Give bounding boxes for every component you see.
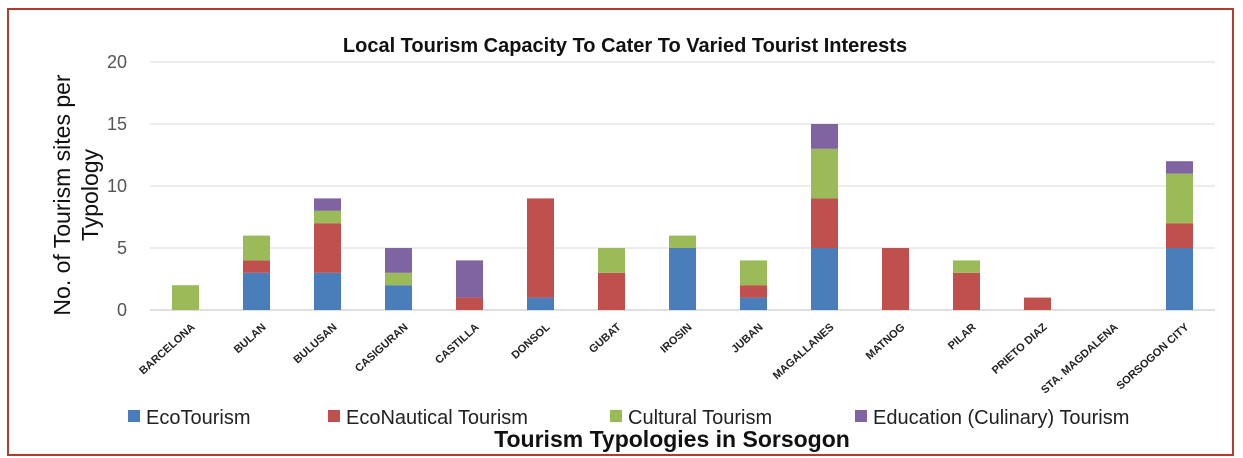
bar-segment: [882, 248, 909, 310]
x-axis-title: Tourism Typologies in Sorsogon: [494, 426, 850, 452]
bar-segment: [1166, 161, 1193, 174]
bar-segment: [527, 198, 554, 298]
bar-segment: [598, 248, 625, 273]
bar-segment: [314, 210, 341, 224]
bar-segment: [385, 272, 412, 286]
x-tick-label: IROSIN: [658, 321, 694, 355]
chart-title: Local Tourism Capacity To Cater To Varie…: [343, 35, 907, 57]
y-tick-label: 15: [107, 114, 127, 134]
bar-segment: [385, 285, 412, 310]
legend-label: Cultural Tourism: [628, 407, 772, 429]
y-axis-title: No. of Tourism sites perTypology: [49, 74, 103, 316]
bar-segment: [953, 272, 980, 310]
bar-segment: [598, 272, 625, 310]
bar-segment: [811, 248, 838, 310]
bar-segment: [811, 198, 838, 248]
bar-segment: [1166, 248, 1193, 310]
bar-segment: [314, 223, 341, 273]
x-tick-label: BULAN: [232, 321, 269, 356]
x-tick-label: PRIETO DIAZ: [990, 321, 1050, 377]
bar-segment: [740, 297, 767, 310]
x-tick-label: CASTILLA: [433, 321, 481, 366]
bar-segment: [456, 260, 483, 298]
y-tick-label: 20: [107, 52, 127, 72]
y-axis-ticks: 0 5 10 15 20: [107, 52, 127, 320]
bar-segment: [527, 297, 554, 310]
bar-segment: [1166, 173, 1193, 224]
x-axis-ticks: BARCELONA BULAN BULUSAN CASIGURAN CASTILLA DO…: [137, 321, 1192, 396]
bar-segment: [314, 198, 341, 211]
bar-segment: [1024, 297, 1051, 310]
bar-segment: [811, 124, 838, 149]
x-tick-label: GUBAT: [587, 321, 624, 356]
bar-segment: [669, 248, 696, 310]
bar-segment: [953, 260, 980, 273]
x-tick-label: CASIGURAN: [353, 321, 411, 375]
x-tick-label: MATNOG: [864, 321, 908, 362]
y-tick-label: 10: [107, 176, 127, 196]
chart-frame: [7, 8, 1234, 456]
legend-label: Education (Culinary) Tourism: [873, 407, 1129, 429]
y-axis-title-line: No. of Tourism sites per: [49, 74, 75, 316]
bar-segment: [811, 148, 838, 199]
bar-segment: [740, 260, 767, 286]
legend: EcoTourism EcoNautical Tourism Cultural To…: [128, 407, 1129, 429]
bar-segment: [1166, 223, 1193, 248]
bar-segment: [243, 272, 270, 310]
legend-label: EcoTourism: [146, 407, 250, 429]
legend-swatch: [610, 410, 622, 422]
x-tick-label: MAGALLANES: [771, 321, 837, 382]
bar-segment: [243, 235, 270, 261]
bar-segment: [385, 248, 412, 273]
y-tick-label: 0: [117, 300, 127, 320]
bars: [172, 124, 1193, 310]
legend-label: EcoNautical Tourism: [346, 407, 528, 429]
x-tick-label: PILAR: [946, 321, 979, 352]
y-tick-label: 5: [117, 238, 127, 258]
x-tick-label: BULUSAN: [292, 321, 340, 366]
bar-segment: [172, 285, 199, 310]
legend-swatch: [855, 410, 867, 422]
legend-swatch: [128, 410, 140, 422]
bar-segment: [456, 297, 483, 310]
x-tick-label: SORSOGON CITY: [1114, 321, 1192, 393]
x-tick-label: DONSOL: [510, 321, 553, 362]
x-tick-label: BARCELONA: [137, 321, 197, 377]
x-tick-label: STA. MAGDALENA: [1039, 321, 1120, 396]
bar-segment: [669, 235, 696, 248]
x-tick-label: JUBAN: [729, 321, 765, 355]
bar-segment: [243, 260, 270, 273]
legend-swatch: [328, 410, 340, 422]
bar-segment: [314, 272, 341, 310]
y-axis-title-line: Typology: [77, 148, 103, 241]
bar-segment: [740, 285, 767, 298]
